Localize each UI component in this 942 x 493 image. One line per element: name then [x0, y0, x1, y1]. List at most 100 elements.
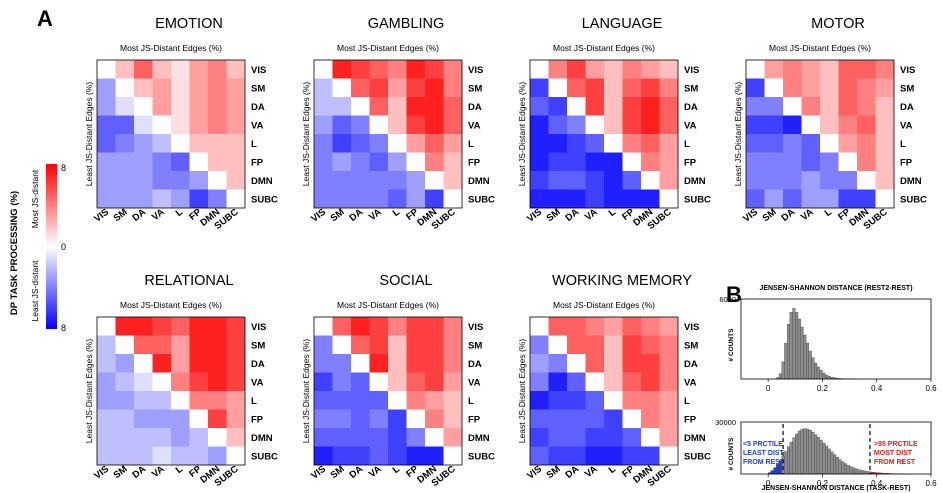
row-label-vis: VIS	[251, 322, 266, 333]
heatmap-cell	[134, 78, 153, 98]
heatmap-cell	[443, 428, 463, 447]
histogram-bar	[814, 362, 818, 380]
row-label-sm: SM	[468, 83, 482, 94]
histogram-bar	[797, 430, 801, 475]
axis-label-top: Most JS-Distant Edges (%)	[337, 300, 439, 310]
heatmap-cell	[369, 152, 389, 172]
heatmap-cell	[332, 97, 352, 116]
heatmap-cell	[530, 171, 549, 190]
heatmap-cell	[875, 78, 895, 98]
histogram-bar	[792, 437, 796, 475]
heatmap-cell	[641, 428, 660, 447]
heatmap-cell	[585, 60, 605, 79]
row-label-va: VA	[251, 377, 264, 388]
heatmap-cell	[746, 60, 765, 79]
heatmap-cell	[641, 446, 660, 466]
col-label-va: VA	[583, 207, 600, 223]
heatmap-cell	[152, 171, 172, 190]
heatmap-cell	[604, 317, 623, 336]
heatmap-cell	[314, 335, 333, 355]
heatmap-cell	[226, 354, 246, 373]
heatmap-cell	[171, 428, 190, 447]
heatmap-cell	[801, 189, 821, 209]
row-label-da: DA	[251, 359, 265, 370]
heatmap-cell	[314, 391, 333, 410]
histogram-bar	[781, 361, 785, 380]
heatmap-cell	[548, 134, 568, 153]
col-label-l: L	[174, 464, 186, 476]
heatmap-cell	[443, 97, 463, 116]
heatmap-cell	[189, 78, 209, 98]
heatmap-cell	[425, 189, 444, 209]
axis-label-left: Least JS-Distant Edges (%)	[84, 339, 94, 444]
histogram-bar	[795, 433, 799, 475]
heatmap-cell	[134, 171, 153, 190]
heatmap-cell	[585, 78, 605, 98]
heatmap-cell	[115, 189, 135, 209]
heatmap-cell	[801, 152, 821, 172]
heatmap-cell	[443, 335, 463, 355]
heatmap-cell	[820, 97, 839, 116]
heatmap-cell	[226, 335, 246, 355]
heatmap-cell	[97, 372, 116, 392]
heatmap-cell	[585, 152, 605, 172]
heatmap-cell	[226, 78, 246, 98]
heatmap-cell	[369, 372, 389, 392]
heatmap-cell	[641, 115, 660, 135]
heatmap-cell	[115, 446, 135, 466]
histogram-rest2-rest: JENSEN-SHANNON DISTANCE (REST2-REST) 6000…	[719, 285, 937, 393]
heatmap-cell	[783, 189, 802, 209]
histogram-bars	[776, 308, 858, 380]
heatmap-cell	[226, 446, 246, 466]
heatmap-cell	[189, 115, 209, 135]
heatmap-frame	[96, 59, 246, 209]
heatmap-cell	[226, 428, 246, 447]
x-tick-label: 0.2	[817, 479, 829, 488]
heatmap-cell	[152, 446, 172, 466]
heatmap-cell	[567, 391, 586, 410]
heatmap-cell	[351, 134, 370, 153]
histogram-bar	[816, 366, 820, 380]
heatmap-cell	[115, 391, 135, 410]
heatmap-cell	[226, 152, 246, 172]
x-tick-label: 0	[766, 384, 771, 393]
row-label-va: VA	[468, 120, 481, 131]
heatmap-cell	[443, 446, 463, 466]
heatmap-cell	[208, 372, 227, 392]
heatmap-cell	[369, 409, 389, 429]
row-label-da: DA	[684, 102, 698, 113]
heatmap-cell	[171, 134, 190, 153]
heatmap-cell	[622, 317, 642, 336]
heatmap-cell	[857, 97, 876, 116]
heatmap-cell	[369, 428, 389, 447]
heatmap-cell	[226, 97, 246, 116]
heatmap-cell	[659, 372, 679, 392]
heatmap-cell	[189, 372, 209, 392]
row-label-l: L	[468, 139, 474, 150]
heatmap-cell	[369, 317, 389, 336]
heatmap-cell	[406, 409, 426, 429]
col-label-sm: SM	[761, 207, 779, 224]
heatmap-cell	[314, 428, 333, 447]
heatmap-cell	[857, 115, 876, 135]
heatmap-cell	[783, 171, 802, 190]
heatmap-cell	[530, 134, 549, 153]
heatmap-cell	[97, 115, 116, 135]
col-label-vis: VIS	[309, 207, 328, 225]
colorbar-tick-top: 8	[61, 163, 66, 173]
heatmap-cell	[604, 391, 623, 410]
histogram-bar	[841, 461, 845, 475]
row-label-subc: SUBC	[468, 194, 495, 205]
heatmap-cell	[641, 97, 660, 116]
col-label-vis: VIS	[309, 464, 328, 482]
histogram-bar	[789, 312, 793, 380]
col-label-va: VA	[799, 207, 816, 223]
heatmap-cell	[97, 354, 116, 373]
heatmap-cell	[530, 354, 549, 373]
heatmap-cell	[604, 409, 623, 429]
heatmap-cell	[134, 354, 153, 373]
histogram-bar	[784, 451, 788, 475]
heatmap-cell	[585, 409, 605, 429]
col-label-sm: SM	[112, 464, 130, 481]
row-label-dmn: DMN	[900, 176, 922, 187]
